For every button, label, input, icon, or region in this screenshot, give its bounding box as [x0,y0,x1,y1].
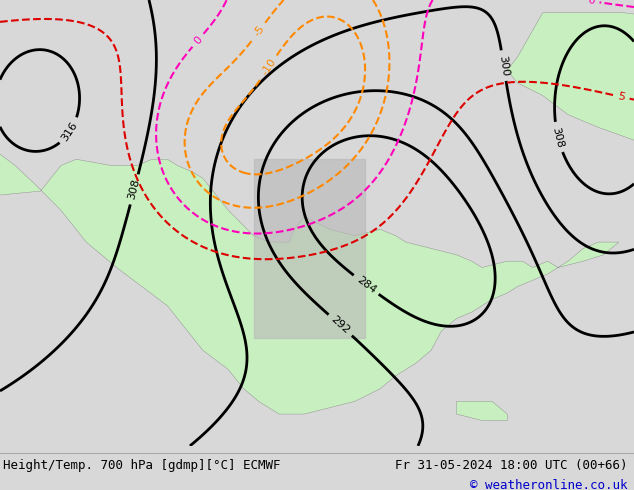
Text: Height/Temp. 700 hPa [gdmp][°C] ECMWF: Height/Temp. 700 hPa [gdmp][°C] ECMWF [3,459,281,472]
Text: 0: 0 [587,0,595,6]
Text: 284: 284 [354,274,378,295]
Text: © weatheronline.co.uk: © weatheronline.co.uk [470,479,628,490]
Text: Fr 31-05-2024 18:00 UTC (00+66): Fr 31-05-2024 18:00 UTC (00+66) [395,459,628,472]
Text: 300: 300 [497,54,510,77]
Text: -10: -10 [260,57,278,77]
Text: 292: 292 [329,314,352,336]
Text: 0: 0 [192,34,204,46]
Polygon shape [456,401,507,420]
Polygon shape [254,159,365,338]
Text: 308: 308 [551,126,566,148]
Polygon shape [507,13,634,147]
Text: 308: 308 [127,178,142,201]
Polygon shape [0,147,619,414]
Text: 316: 316 [60,120,80,143]
Text: -5: -5 [252,24,266,39]
Text: 5: 5 [617,91,626,102]
